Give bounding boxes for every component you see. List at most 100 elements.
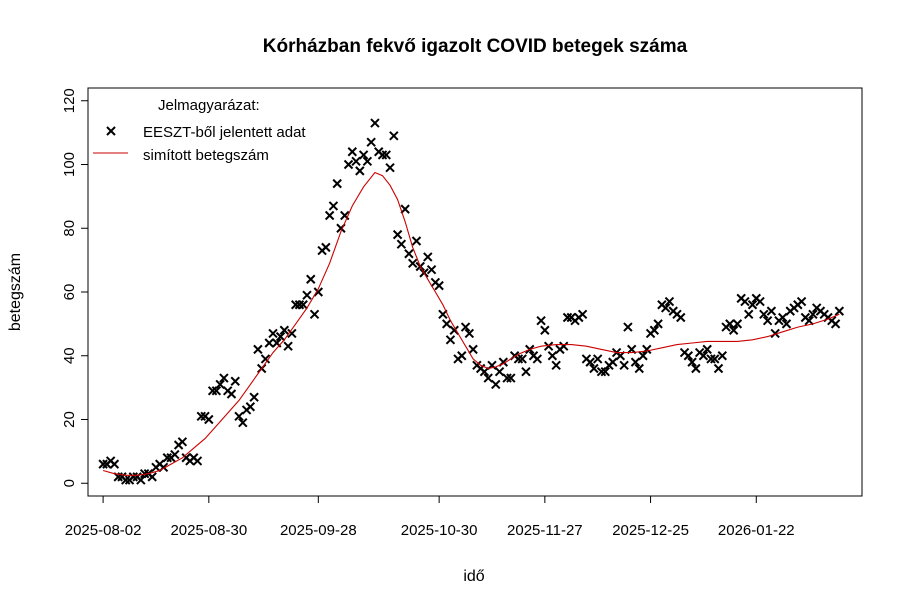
x-axis-label: idő bbox=[463, 568, 484, 585]
data-point bbox=[434, 280, 444, 291]
data-point bbox=[585, 357, 595, 367]
data-point bbox=[306, 274, 316, 284]
data-point bbox=[287, 328, 297, 339]
data-point bbox=[766, 306, 777, 316]
data-point bbox=[136, 475, 146, 485]
data-point bbox=[634, 363, 644, 374]
data-point bbox=[196, 411, 206, 422]
data-point bbox=[253, 344, 263, 355]
data-point bbox=[491, 379, 501, 390]
data-point bbox=[479, 366, 490, 377]
legend-entry-points: EESZT-ből jelentett adat bbox=[143, 124, 306, 141]
data-point bbox=[411, 236, 422, 246]
data-point bbox=[234, 411, 244, 422]
data-point bbox=[294, 300, 305, 310]
data-point bbox=[747, 300, 758, 310]
data-point bbox=[691, 363, 701, 374]
x-tick-label: 2025-08-30 bbox=[170, 522, 247, 539]
data-point bbox=[623, 322, 633, 332]
data-point bbox=[177, 437, 188, 447]
data-point bbox=[407, 258, 418, 269]
data-point bbox=[653, 319, 663, 329]
data-point bbox=[366, 137, 376, 147]
data-points bbox=[98, 118, 845, 485]
data-point bbox=[728, 325, 739, 335]
data-point bbox=[211, 386, 222, 396]
data-point bbox=[370, 118, 380, 128]
data-point bbox=[608, 357, 618, 367]
data-point bbox=[630, 357, 641, 367]
data-point bbox=[638, 351, 648, 361]
data-point bbox=[577, 309, 588, 320]
data-point bbox=[147, 472, 157, 482]
data-point bbox=[332, 178, 342, 189]
data-point bbox=[162, 453, 172, 463]
y-tick-label: 20 bbox=[61, 411, 78, 428]
y-tick-label: 40 bbox=[61, 347, 78, 364]
data-point bbox=[781, 319, 792, 329]
data-point bbox=[192, 456, 203, 466]
data-point bbox=[298, 300, 308, 310]
data-point bbox=[762, 315, 773, 326]
x-tick-label: 2025-12-25 bbox=[612, 522, 689, 539]
data-point bbox=[400, 204, 410, 214]
data-point bbox=[494, 366, 505, 377]
data-point bbox=[449, 325, 459, 335]
data-point bbox=[381, 150, 391, 160]
legend-title: Jelmagyarázat: bbox=[158, 97, 260, 114]
data-point bbox=[532, 354, 543, 364]
data-point bbox=[600, 366, 610, 377]
data-point bbox=[725, 319, 735, 329]
data-point bbox=[392, 229, 403, 240]
legend-entry-line: simított betegszám bbox=[143, 147, 269, 164]
data-point bbox=[521, 366, 531, 377]
y-axis: 0 20 40 60 80 100 120 bbox=[61, 88, 88, 487]
data-point bbox=[732, 319, 743, 329]
y-tick-label: 100 bbox=[61, 152, 78, 177]
data-point bbox=[309, 309, 320, 320]
data-point bbox=[649, 325, 660, 335]
data-point bbox=[664, 296, 675, 307]
x-tick-label: 2025-08-02 bbox=[65, 522, 142, 539]
data-point bbox=[290, 300, 301, 310]
data-point bbox=[683, 351, 694, 361]
data-point bbox=[619, 360, 629, 371]
data-point bbox=[596, 366, 607, 377]
data-point bbox=[547, 351, 558, 361]
data-point bbox=[324, 210, 335, 221]
data-point bbox=[264, 338, 274, 348]
data-point bbox=[347, 147, 357, 157]
data-point bbox=[226, 389, 237, 399]
data-point bbox=[770, 328, 780, 339]
data-point bbox=[796, 296, 807, 307]
data-point bbox=[713, 363, 724, 374]
data-point bbox=[362, 156, 373, 167]
data-point bbox=[445, 335, 456, 345]
data-point bbox=[759, 309, 769, 320]
data-point bbox=[109, 459, 120, 469]
y-axis-label: betegszám bbox=[7, 253, 24, 331]
data-point bbox=[283, 341, 293, 351]
data-point bbox=[778, 312, 788, 323]
data-point bbox=[321, 242, 331, 253]
data-point bbox=[441, 319, 452, 329]
data-point bbox=[698, 351, 709, 361]
data-point bbox=[468, 344, 478, 355]
data-point bbox=[834, 306, 845, 316]
data-point bbox=[755, 296, 765, 307]
chart-title: Kórházban fekvő igazolt COVID betegek sz… bbox=[263, 36, 688, 57]
data-point bbox=[559, 341, 569, 351]
data-point bbox=[423, 252, 433, 262]
data-point bbox=[302, 290, 312, 300]
x-tick-label: 2025-11-27 bbox=[507, 522, 583, 539]
data-point bbox=[313, 287, 324, 297]
data-point bbox=[230, 376, 240, 386]
x-axis: 2025-08-02 2025-08-30 2025-09-28 2025-10-30… bbox=[65, 496, 795, 539]
data-point bbox=[830, 319, 841, 329]
legend-point-symbol bbox=[106, 126, 116, 136]
y-tick-label: 120 bbox=[61, 88, 78, 113]
data-point bbox=[275, 331, 286, 342]
data-point bbox=[808, 309, 818, 320]
data-point bbox=[457, 351, 467, 361]
data-point bbox=[687, 357, 697, 367]
